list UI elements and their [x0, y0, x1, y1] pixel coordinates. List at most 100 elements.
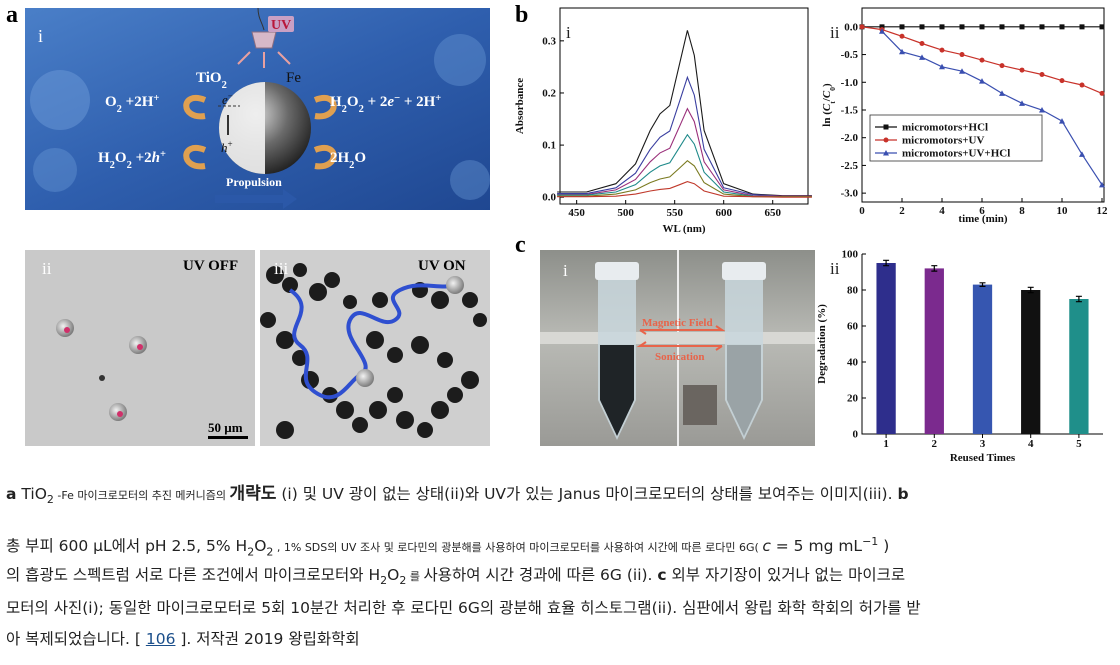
reaction-text: H2O2 + 2e− + 2H+: [330, 93, 441, 115]
y-tick-label: 0.2: [542, 87, 556, 99]
magnet: [683, 385, 717, 425]
marker: [1059, 118, 1065, 124]
reference-link[interactable]: 106: [145, 630, 176, 648]
legend-label: micromotors+UV: [902, 135, 984, 147]
state-label: UV ON: [418, 258, 466, 274]
marker: [879, 24, 885, 30]
caption-text: 사용하여 시간 경과에 따른 6G (ii).: [423, 566, 658, 584]
marker: [1099, 181, 1105, 188]
caption-text: 외부 자기장이 있거나 없는 마이크로: [666, 566, 906, 584]
reaction-text-part: +2H: [122, 94, 154, 110]
caption-line: 모터의 사진(i); 동일한 마이크로모터로 5회 10분간 처리한 후 로다민…: [6, 596, 921, 620]
hole-label: h+: [221, 139, 233, 155]
electron-label: e−: [222, 91, 233, 107]
spectrum-line: [557, 30, 812, 197]
tio2-label-part: TiO: [196, 70, 222, 86]
marker: [939, 47, 945, 53]
marker: [1039, 106, 1045, 113]
caption-text: (i) 및 UV 광이 없는 상태(ii)와 UV가 있는 Janus 마이크로…: [276, 485, 898, 503]
caption-text: = 5 mg mL: [770, 537, 863, 556]
caption-text: O: [387, 566, 400, 584]
reaction-text: O2 +2H+: [105, 93, 159, 115]
y-tick-label: 0.0: [844, 21, 858, 33]
reaction-text-part: O: [105, 94, 117, 110]
panel-label: b: [515, 2, 528, 28]
caption-text: 를: [406, 570, 424, 583]
reaction-text: 2H2O: [330, 150, 366, 171]
reaction-text-part: 2: [349, 160, 354, 171]
reaction-text-part: h: [152, 150, 160, 166]
debris: [99, 375, 105, 381]
caption-text: 의 흡광도 스펙트럼 서로 다른 조건에서 마이크로모터와 H: [6, 566, 381, 584]
reaction-text-part: e: [387, 94, 394, 110]
marker: [859, 24, 865, 30]
marker: [999, 63, 1005, 69]
spectrum-line: [557, 133, 812, 198]
y-tick-label: -2.0: [841, 132, 859, 144]
y-tick-label: 40: [847, 357, 859, 369]
y-tick-label: 60: [847, 321, 859, 333]
x-tick-label: 450: [568, 207, 585, 219]
x-tick-label: 6: [979, 205, 985, 217]
bead: [356, 369, 374, 387]
reaction-text-part: +: [435, 93, 441, 104]
y-tick-label: -3.0: [841, 188, 859, 200]
reaction-text-part: O: [115, 150, 127, 166]
y-tick-label: 80: [847, 285, 859, 297]
sonication-arrow: [636, 341, 723, 351]
panel-index: i: [566, 23, 571, 42]
reaction-arrow: [183, 145, 207, 170]
panel-index: ii: [830, 259, 840, 278]
y-tick-label: 20: [847, 393, 859, 405]
photo-panel: [540, 250, 815, 446]
lamp-wire: [257, 7, 265, 31]
bead-dot: [137, 344, 143, 350]
propulsion-arrow: [215, 189, 297, 209]
caption-text: c: [762, 537, 771, 556]
y-tick-label: 0.1: [542, 140, 556, 152]
caption-text: TiO: [16, 485, 47, 503]
panel-index: i: [563, 261, 568, 280]
reaction-arrow: [313, 95, 337, 120]
scale-label: 50 µm: [208, 420, 243, 435]
marker: [1099, 90, 1105, 96]
schematic-panel: [25, 7, 490, 210]
marker: [959, 68, 965, 74]
reaction-arrow: [183, 95, 207, 120]
caption-text: a: [6, 485, 17, 503]
x-tick-label: 8: [1019, 205, 1025, 217]
y-tick-label: -0.5: [841, 49, 859, 61]
field-arrow: [639, 325, 726, 335]
caption-text: −1: [862, 535, 879, 548]
marker: [1079, 151, 1085, 157]
scale-bar: [208, 436, 248, 439]
caption-line: 의 흡광도 스펙트럼 서로 다른 조건에서 마이크로모터와 H2O2 를 사용하…: [6, 563, 905, 593]
marker: [1099, 24, 1105, 30]
y-axis-label-part: 0: [828, 87, 837, 91]
x-tick-label: 4: [1028, 438, 1034, 450]
x-tick-label: 5: [1076, 438, 1082, 450]
caption-text: ]. 저작권 2019 왕립화학회: [175, 630, 360, 648]
tio2-cap: [219, 82, 265, 174]
marker: [899, 33, 905, 39]
caption-text: 2: [46, 493, 54, 507]
bar: [1021, 290, 1041, 434]
marker: [1059, 78, 1065, 84]
bead: [446, 276, 464, 294]
electron-label-part: e: [222, 92, 228, 107]
caption-line: 아 복제되었습니다. [ 106 ]. 저작권 2019 왕립화학회: [6, 627, 360, 651]
spectrum-line: [557, 107, 812, 197]
blur-bead: [30, 70, 90, 130]
reaction-text-part: 2: [127, 160, 132, 171]
marker: [883, 124, 889, 130]
arrow-label: Magnetic Field: [642, 317, 713, 329]
reaction-text: H2O2 +2h+: [98, 149, 166, 171]
reaction-text-part: H: [330, 94, 342, 110]
caption-text: ): [878, 537, 890, 556]
state-label: UV OFF: [183, 258, 238, 274]
x-tick-label: 600: [715, 207, 732, 219]
marker: [999, 24, 1005, 30]
error-bar: [1075, 295, 1082, 303]
marker: [919, 40, 925, 46]
marker: [939, 63, 945, 70]
